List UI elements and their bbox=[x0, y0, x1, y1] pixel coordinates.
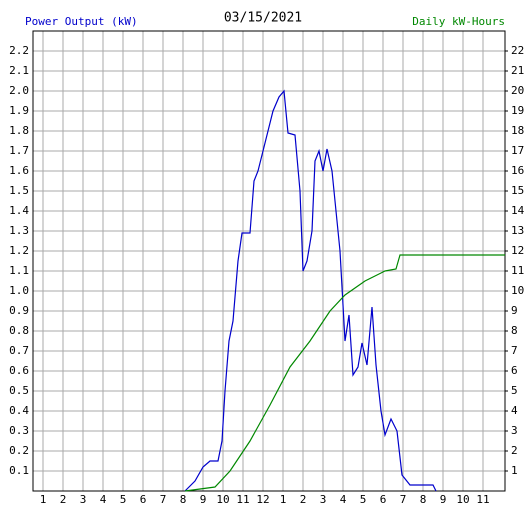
x-tick-label: 3 bbox=[320, 493, 327, 506]
y2-tick-label: 2 bbox=[511, 444, 518, 457]
x-tick-label: 7 bbox=[160, 493, 167, 506]
y2-tick-label: 10 bbox=[511, 284, 524, 297]
x-tick-label: 8 bbox=[420, 493, 427, 506]
y2-tick-label: 12 bbox=[511, 244, 524, 257]
legend-entry: Daily kW-Hours bbox=[412, 15, 505, 28]
y2-tick-label: 5 bbox=[511, 384, 518, 397]
x-tick-label: 5 bbox=[120, 493, 127, 506]
y2-tick-label: 18 bbox=[511, 124, 524, 137]
x-tick-label: 6 bbox=[380, 493, 387, 506]
y2-tick-label: 8 bbox=[511, 324, 518, 337]
y-tick-label: 1.5 bbox=[9, 184, 29, 197]
y2-tick-label: 3 bbox=[511, 424, 518, 437]
y-tick-label: 1.1 bbox=[9, 264, 29, 277]
x-tick-label: 12 bbox=[256, 493, 269, 506]
y2-tick-label: 16 bbox=[511, 164, 524, 177]
y-tick-label: 0.6 bbox=[9, 364, 29, 377]
y2-tick-label: 17 bbox=[511, 144, 524, 157]
y-tick-label: 0.2 bbox=[9, 444, 29, 457]
legend-entry: Power Output (kW) bbox=[25, 15, 138, 28]
y-tick-label: 2.2 bbox=[9, 44, 29, 57]
y-tick-label: 0.8 bbox=[9, 324, 29, 337]
y2-tick-label: 19 bbox=[511, 104, 524, 117]
x-tick-label: 1 bbox=[280, 493, 287, 506]
y-tick-label: 1.4 bbox=[9, 204, 29, 217]
y2-tick-label: 20 bbox=[511, 84, 524, 97]
y2-tick-label: 7 bbox=[511, 344, 518, 357]
y-tick-label: 0.5 bbox=[9, 384, 29, 397]
y-tick-label: 1.7 bbox=[9, 144, 29, 157]
y-tick-label: 1.3 bbox=[9, 224, 29, 237]
x-tick-label: 9 bbox=[200, 493, 207, 506]
x-tick-label: 10 bbox=[216, 493, 229, 506]
y-tick-label: 0.1 bbox=[9, 464, 29, 477]
y-tick-label: 1.0 bbox=[9, 284, 29, 297]
chart-title: 03/15/2021 bbox=[224, 11, 302, 26]
y-tick-label: 0.9 bbox=[9, 304, 29, 317]
series-line bbox=[184, 254, 505, 492]
y-tick-label: 0.4 bbox=[9, 404, 29, 417]
y2-tick-label: 13 bbox=[511, 224, 524, 237]
y2-tick-label: 9 bbox=[511, 304, 518, 317]
y2-tick-label: 4 bbox=[511, 404, 518, 417]
y-tick-label: 1.8 bbox=[9, 124, 29, 137]
y-tick-label: 1.6 bbox=[9, 164, 29, 177]
x-tick-label: 10 bbox=[456, 493, 469, 506]
x-tick-label: 1 bbox=[40, 493, 47, 506]
x-tick-label: 4 bbox=[100, 493, 107, 506]
x-tick-label: 11 bbox=[236, 493, 249, 506]
y2-tick-label: 1 bbox=[511, 464, 518, 477]
x-tick-label: 3 bbox=[80, 493, 87, 506]
y2-tick-label: 15 bbox=[511, 184, 524, 197]
x-tick-label: 4 bbox=[340, 493, 347, 506]
y-tick-label: 0.7 bbox=[9, 344, 29, 357]
series-line bbox=[184, 89, 437, 492]
y-tick-label: 0.3 bbox=[9, 424, 29, 437]
y2-tick-label: 11 bbox=[511, 264, 524, 277]
y-tick-label: 1.9 bbox=[9, 104, 29, 117]
x-tick-label: 7 bbox=[400, 493, 407, 506]
y-tick-label: 2.1 bbox=[9, 64, 29, 77]
y2-tick-label: 22 bbox=[511, 44, 524, 57]
x-tick-label: 9 bbox=[440, 493, 447, 506]
x-tick-label: 2 bbox=[60, 493, 67, 506]
x-tick-label: 11 bbox=[476, 493, 489, 506]
y2-tick-label: 6 bbox=[511, 364, 518, 377]
x-tick-label: 6 bbox=[140, 493, 147, 506]
plot-frame bbox=[32, 30, 506, 492]
x-tick-label: 8 bbox=[180, 493, 187, 506]
y2-tick-label: 21 bbox=[511, 64, 524, 77]
y-tick-label: 2.0 bbox=[9, 84, 29, 97]
x-tick-label: 5 bbox=[360, 493, 367, 506]
y2-tick-label: 14 bbox=[511, 204, 525, 217]
y-tick-label: 1.2 bbox=[9, 244, 29, 257]
x-tick-label: 2 bbox=[300, 493, 307, 506]
